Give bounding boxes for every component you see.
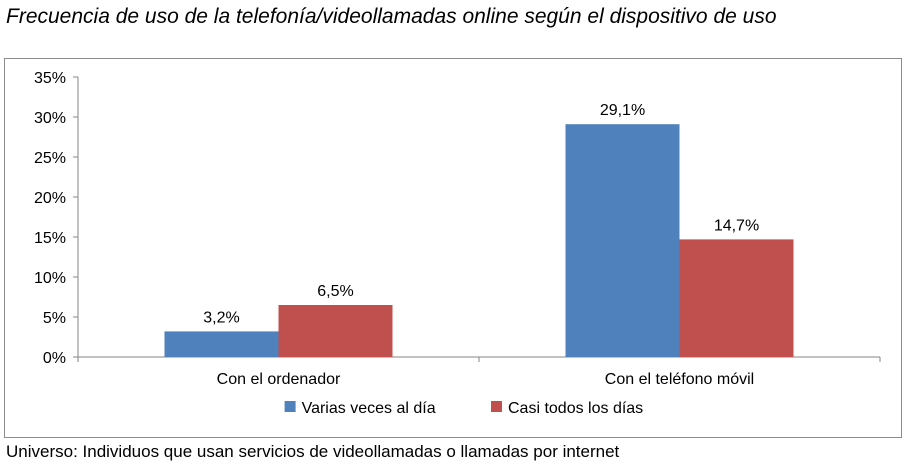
y-tick-label: 0% <box>43 350 66 367</box>
legend-label: Casi todos los días <box>508 400 643 417</box>
y-tick-label: 15% <box>34 230 66 247</box>
bar-chart: 0% 5% 10% 15% 20% 25% 30% 35% 3,2% 6,5% Con el ord… <box>34 70 881 417</box>
chart-title: Frecuencia de uso de la telefonía/videol… <box>6 5 777 28</box>
x-category-label: Con el teléfono móvil <box>605 371 754 388</box>
y-tick-label: 30% <box>34 110 66 127</box>
y-tick-label: 5% <box>43 310 66 327</box>
legend-label: Varias veces al día <box>302 400 436 417</box>
bar <box>679 239 794 357</box>
legend-swatch <box>491 401 502 412</box>
chart-footnote: Universo: Individuos que usan servicios … <box>6 442 620 461</box>
data-label: 29,1% <box>600 102 645 119</box>
data-label: 3,2% <box>203 309 239 326</box>
y-tick-label: 35% <box>34 70 66 87</box>
x-category-label: Con el ordenador <box>217 371 341 388</box>
bar <box>565 124 680 357</box>
y-tick-label: 25% <box>34 150 66 167</box>
data-label: 6,5% <box>317 283 353 300</box>
bar <box>278 305 393 357</box>
y-tick-label: 20% <box>34 190 66 207</box>
data-label: 14,7% <box>714 217 759 234</box>
legend-swatch <box>284 401 296 412</box>
y-tick-label: 10% <box>34 270 66 287</box>
bar <box>164 331 279 357</box>
